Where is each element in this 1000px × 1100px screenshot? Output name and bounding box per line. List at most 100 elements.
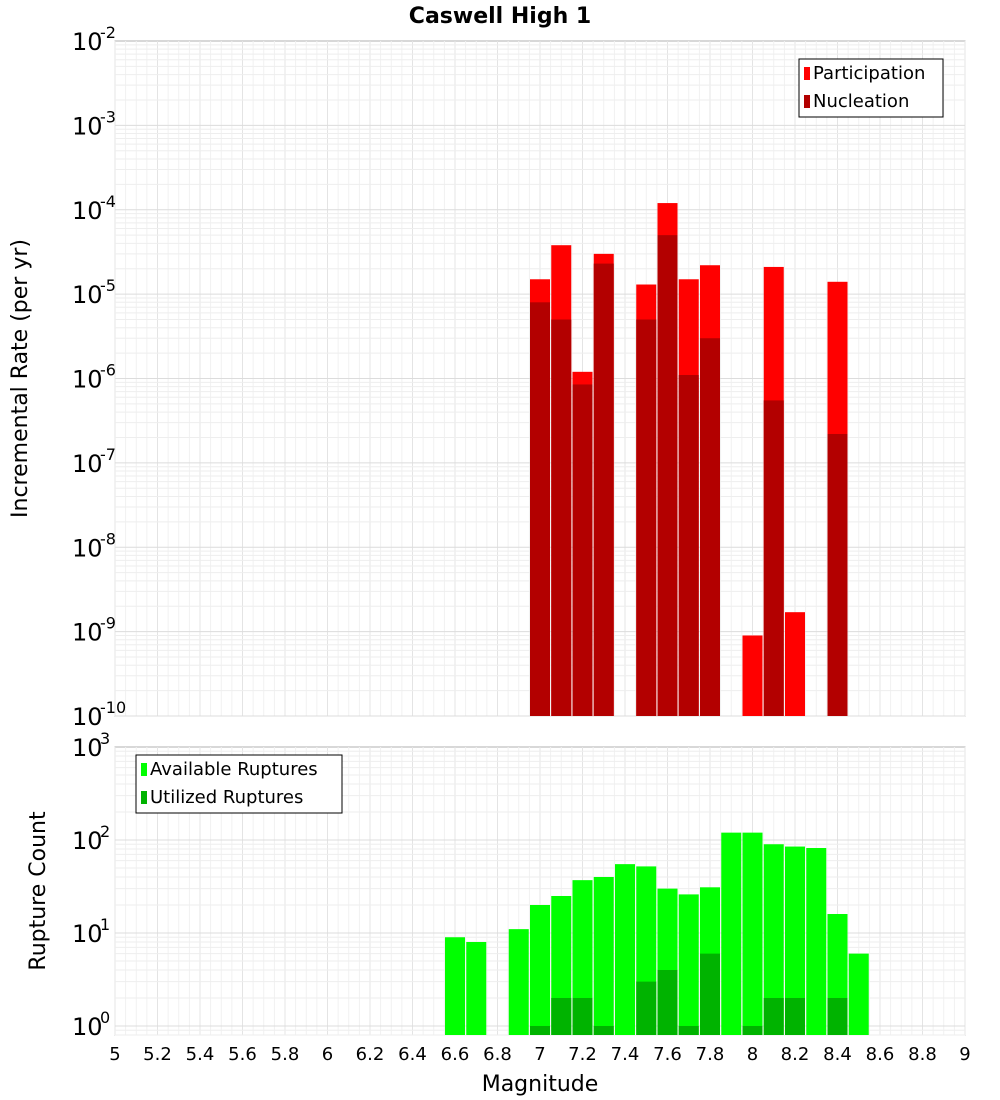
utilized-ruptures-bar: [742, 1025, 763, 1035]
svg-text:10: 10: [72, 450, 103, 478]
available-ruptures-bar: [445, 937, 465, 1035]
x-tick-label: 7.2: [568, 1044, 597, 1065]
rate-bars: [530, 203, 848, 717]
svg-text:-5: -5: [100, 276, 116, 295]
legend-label: Available Ruptures: [150, 759, 318, 780]
utilized-ruptures-bar: [678, 1025, 699, 1035]
svg-text:-4: -4: [100, 192, 116, 211]
nucleation-bar: [551, 319, 572, 716]
svg-text:10: 10: [72, 28, 103, 56]
legend-swatch: [804, 67, 810, 80]
svg-text:-10: -10: [100, 698, 126, 717]
legend-box: [798, 58, 944, 118]
svg-text:10: 10: [72, 366, 103, 394]
utilized-ruptures-bar: [827, 997, 848, 1035]
x-tick-label: 6.8: [483, 1044, 512, 1065]
y-tick-label: 10-4: [72, 192, 116, 225]
svg-text:1: 1: [100, 915, 110, 934]
legend-label: Nucleation: [813, 91, 909, 112]
nucleation-bar: [636, 319, 657, 716]
utilized-ruptures-bar: [636, 981, 657, 1035]
available-ruptures-bar: [848, 953, 869, 1035]
x-axis-ticks: 5 5.2 5.4 5.6 5.8 6 6.2 6.4 6.6 6.8 7 7.2 7.4 7.6 7.8 8…: [109, 1044, 970, 1065]
available-ruptures-bar: [742, 832, 763, 1035]
svg-text:-8: -8: [100, 529, 116, 548]
utilized-ruptures-bar: [530, 1025, 550, 1035]
available-ruptures-bar: [678, 894, 699, 1035]
legend-label: Utilized Ruptures: [150, 787, 303, 808]
nucleation-bar: [700, 338, 720, 716]
x-tick-label: 8.6: [866, 1044, 895, 1065]
nucleation-bar: [530, 302, 550, 716]
y-tick-label: 10-3: [72, 107, 116, 140]
svg-text:10: 10: [72, 1013, 103, 1041]
legend-swatch: [141, 791, 147, 804]
svg-text:10: 10: [72, 534, 103, 562]
utilized-ruptures-bar: [700, 953, 720, 1035]
count-legend: Available Ruptures Utilized Ruptures: [135, 754, 343, 814]
x-tick-label: 6.6: [441, 1044, 470, 1065]
available-ruptures-bar: [572, 880, 593, 1035]
rate-y-axis-label: Incremental Rate (per yr): [8, 239, 33, 518]
svg-text:10: 10: [72, 827, 103, 855]
svg-text:10: 10: [72, 197, 103, 225]
participation-bar: [785, 612, 805, 716]
x-axis-label: Magnitude: [482, 1072, 599, 1097]
nucleation-bar: [593, 263, 614, 716]
svg-text:3: 3: [100, 729, 110, 748]
available-ruptures-bar: [508, 929, 529, 1035]
svg-text:2: 2: [100, 822, 110, 841]
svg-text:10: 10: [72, 920, 103, 948]
x-tick-label: 6: [322, 1044, 333, 1065]
legend-swatch: [804, 95, 810, 108]
x-tick-label: 9: [959, 1044, 970, 1065]
y-tick-label: 10-7: [72, 445, 116, 478]
nucleation-bar: [678, 375, 699, 716]
rate-gridlines: [114, 41, 966, 717]
utilized-ruptures-bar: [657, 969, 678, 1035]
available-ruptures-bar: [615, 864, 635, 1035]
x-tick-label: 6.4: [398, 1044, 427, 1065]
utilized-ruptures-bar: [551, 997, 572, 1035]
y-tick-label: 102: [72, 822, 110, 855]
svg-text:-7: -7: [100, 445, 116, 464]
utilized-ruptures-bar: [785, 997, 805, 1035]
y-tick-label: 101: [72, 915, 110, 948]
x-tick-label: 7: [534, 1044, 545, 1065]
y-tick-label: 10-6: [72, 361, 116, 394]
nucleation-bar: [572, 384, 593, 716]
x-tick-label: 5: [109, 1044, 120, 1065]
available-ruptures-bar: [466, 942, 487, 1035]
y-tick-label: 10-9: [72, 614, 116, 647]
count-bars: [445, 832, 869, 1035]
y-tick-label: 10-5: [72, 276, 116, 309]
x-tick-label: 6.2: [356, 1044, 385, 1065]
y-tick-label: 10-10: [72, 698, 126, 731]
x-tick-label: 8: [747, 1044, 758, 1065]
available-ruptures-bar: [785, 846, 805, 1035]
x-tick-label: 5.8: [271, 1044, 300, 1065]
x-tick-label: 7.6: [653, 1044, 682, 1065]
legend-swatch: [141, 763, 147, 776]
svg-text:10: 10: [72, 112, 103, 140]
available-ruptures-bar: [763, 844, 784, 1035]
y-tick-label: 103: [72, 729, 110, 762]
nucleation-bar: [657, 235, 678, 716]
x-tick-label: 8.8: [908, 1044, 937, 1065]
x-tick-label: 5.2: [143, 1044, 172, 1065]
svg-text:-3: -3: [100, 107, 116, 126]
svg-text:10: 10: [72, 703, 103, 731]
rate-legend: Participation Nucleation: [798, 58, 944, 118]
svg-text:10: 10: [72, 619, 103, 647]
y-tick-label: 10-8: [72, 529, 116, 562]
svg-text:-2: -2: [100, 23, 116, 42]
svg-text:-9: -9: [100, 614, 116, 633]
x-tick-label: 8.2: [781, 1044, 810, 1065]
nucleation-bar: [763, 400, 784, 716]
utilized-ruptures-bar: [763, 997, 784, 1035]
count-y-axis-label: Rupture Count: [26, 811, 51, 971]
